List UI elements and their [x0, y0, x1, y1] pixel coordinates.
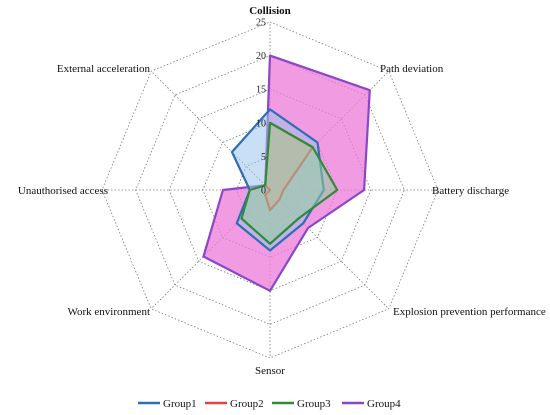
grid-ring — [135, 55, 405, 325]
tick-label: 15 — [256, 85, 266, 96]
axis-label: External acceleration — [57, 63, 151, 75]
legend-label: Group2 — [230, 398, 264, 410]
axis-label: Unauthorised access — [18, 185, 108, 197]
radar-axis-labels: Collision Path deviation Battery discharge… — [18, 5, 546, 377]
radar-ticks: 0 5 10 15 20 25 — [256, 18, 266, 197]
axis-label: Sensor — [255, 365, 285, 377]
axis-label: Battery discharge — [432, 185, 509, 197]
legend-label: Group3 — [297, 398, 331, 410]
axis-label: Path deviation — [380, 63, 444, 75]
tick-label: 0 — [261, 186, 266, 197]
tick-label: 5 — [261, 152, 266, 163]
tick-label: 10 — [256, 118, 266, 129]
legend-label: Group1 — [163, 398, 197, 410]
series-group3 — [240, 121, 339, 245]
legend: Group1 Group2 Group3 Group4 — [138, 398, 401, 410]
radar-series — [202, 54, 371, 292]
axis-label: Work environment — [67, 306, 150, 318]
axis-label: Collision — [249, 5, 291, 17]
legend-label: Group4 — [367, 398, 401, 410]
tick-label: 25 — [256, 18, 266, 29]
tick-label: 20 — [256, 51, 266, 62]
axis-label: Explosion prevention performance — [393, 306, 546, 318]
